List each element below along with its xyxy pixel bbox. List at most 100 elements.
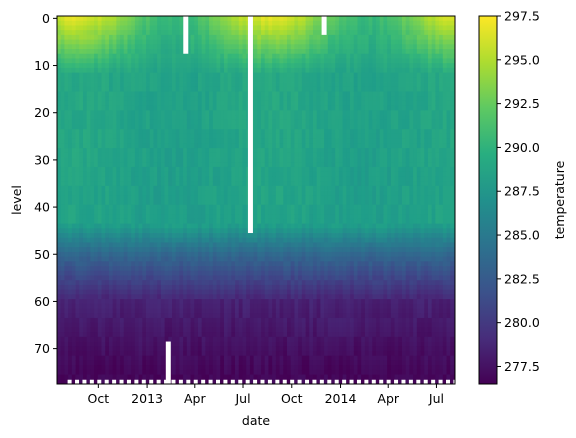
heatmap-cell <box>142 247 147 253</box>
heatmap-cell <box>201 25 206 31</box>
heatmap-cell <box>138 148 143 154</box>
heatmap-cell <box>194 209 199 215</box>
heatmap-cell <box>82 251 88 258</box>
heatmap-cell <box>79 34 84 40</box>
heatmap-cell <box>164 223 169 229</box>
heatmap-cell <box>127 49 132 55</box>
heatmap-cell <box>183 124 188 130</box>
heatmap-cell <box>172 30 177 36</box>
heatmap-cell <box>123 218 128 224</box>
heatmap-cell <box>287 86 292 92</box>
heatmap-cell <box>212 336 217 342</box>
heatmap-cell <box>64 119 69 125</box>
heatmap-cell <box>101 336 106 342</box>
heatmap-cell <box>82 242 88 248</box>
heatmap-cells <box>57 16 455 384</box>
heatmap-cell <box>127 242 132 248</box>
heatmap-cell <box>138 204 143 210</box>
heatmap-cell <box>283 148 288 154</box>
heatmap-cell <box>201 49 206 55</box>
heatmap-cell <box>79 129 84 135</box>
heatmap-cell <box>146 251 151 258</box>
heatmap-cell <box>164 86 169 92</box>
heatmap-cell <box>183 204 188 210</box>
heatmap-cell <box>149 148 154 154</box>
heatmap-cell <box>197 355 203 361</box>
heatmap-cell <box>168 190 173 196</box>
heatmap-cell <box>86 355 91 361</box>
heatmap-cell <box>212 218 217 224</box>
heatmap-cell <box>257 350 262 357</box>
heatmap-cell <box>268 143 273 149</box>
heatmap-cell <box>201 157 206 163</box>
heatmap-cell <box>157 105 162 111</box>
heatmap-cell <box>146 322 151 328</box>
heatmap-cell <box>90 218 95 224</box>
heatmap-cell <box>138 284 143 291</box>
heatmap-cell <box>168 20 173 26</box>
heatmap-cell <box>168 16 173 22</box>
heatmap-cell <box>264 204 269 210</box>
heatmap-cell <box>134 162 140 168</box>
heatmap-cell <box>183 317 188 324</box>
heatmap-cell <box>223 162 229 168</box>
heatmap-cell <box>149 251 154 258</box>
heatmap-cell <box>257 294 262 300</box>
heatmap-cell <box>97 303 102 309</box>
heatmap-cell <box>186 214 191 220</box>
heatmap-cell <box>94 280 99 286</box>
heatmap-cell <box>279 148 284 154</box>
heatmap-cell <box>94 100 99 107</box>
heatmap-cell <box>235 105 240 111</box>
heatmap-cell <box>131 346 136 352</box>
heatmap-cell <box>82 110 88 116</box>
heatmap-cell <box>105 341 110 347</box>
heatmap-cell <box>71 270 76 276</box>
heatmap-cell <box>179 25 184 31</box>
heatmap-cell <box>97 53 102 59</box>
heatmap-cell <box>201 96 206 102</box>
heatmap-cell <box>235 341 240 347</box>
heatmap-cell <box>197 218 203 224</box>
heatmap-cell <box>153 379 158 384</box>
heatmap-cell <box>142 110 147 116</box>
heatmap-cell <box>108 143 114 149</box>
heatmap-cell <box>212 133 217 140</box>
heatmap-cell <box>287 266 292 272</box>
heatmap-cell <box>190 317 195 324</box>
heatmap-cell <box>164 39 169 45</box>
heatmap-cell <box>157 336 162 342</box>
heatmap-cell <box>272 303 277 309</box>
heatmap-cell <box>279 152 284 158</box>
heatmap-cell <box>108 162 114 168</box>
heatmap-cell <box>216 355 221 361</box>
heatmap-cell <box>105 181 110 187</box>
heatmap-cell <box>108 332 114 338</box>
heatmap-cell <box>172 275 177 281</box>
heatmap-cell <box>68 171 73 177</box>
heatmap-cell <box>131 251 136 258</box>
heatmap-cell <box>257 360 262 366</box>
heatmap-cell <box>123 133 128 140</box>
heatmap-cell <box>268 261 273 267</box>
heatmap-cell <box>101 317 106 324</box>
heatmap-cell <box>172 124 177 130</box>
heatmap-cell <box>179 129 184 135</box>
heatmap-cell <box>123 332 128 338</box>
heatmap-cell <box>116 157 121 163</box>
heatmap-cell <box>279 313 284 319</box>
heatmap-cell <box>71 374 76 380</box>
heatmap-cell <box>160 233 165 239</box>
heatmap-cell <box>179 270 184 276</box>
heatmap-cell <box>149 91 154 97</box>
heatmap-cell <box>268 49 273 55</box>
heatmap-cell <box>183 228 188 234</box>
heatmap-cell <box>275 242 280 248</box>
heatmap-cell <box>57 223 62 229</box>
heatmap-cell <box>97 110 102 116</box>
heatmap-cell <box>97 195 102 201</box>
heatmap-cell <box>149 166 154 173</box>
heatmap-cell <box>79 16 84 22</box>
heatmap-cell <box>216 237 221 243</box>
heatmap-cell <box>257 200 262 206</box>
